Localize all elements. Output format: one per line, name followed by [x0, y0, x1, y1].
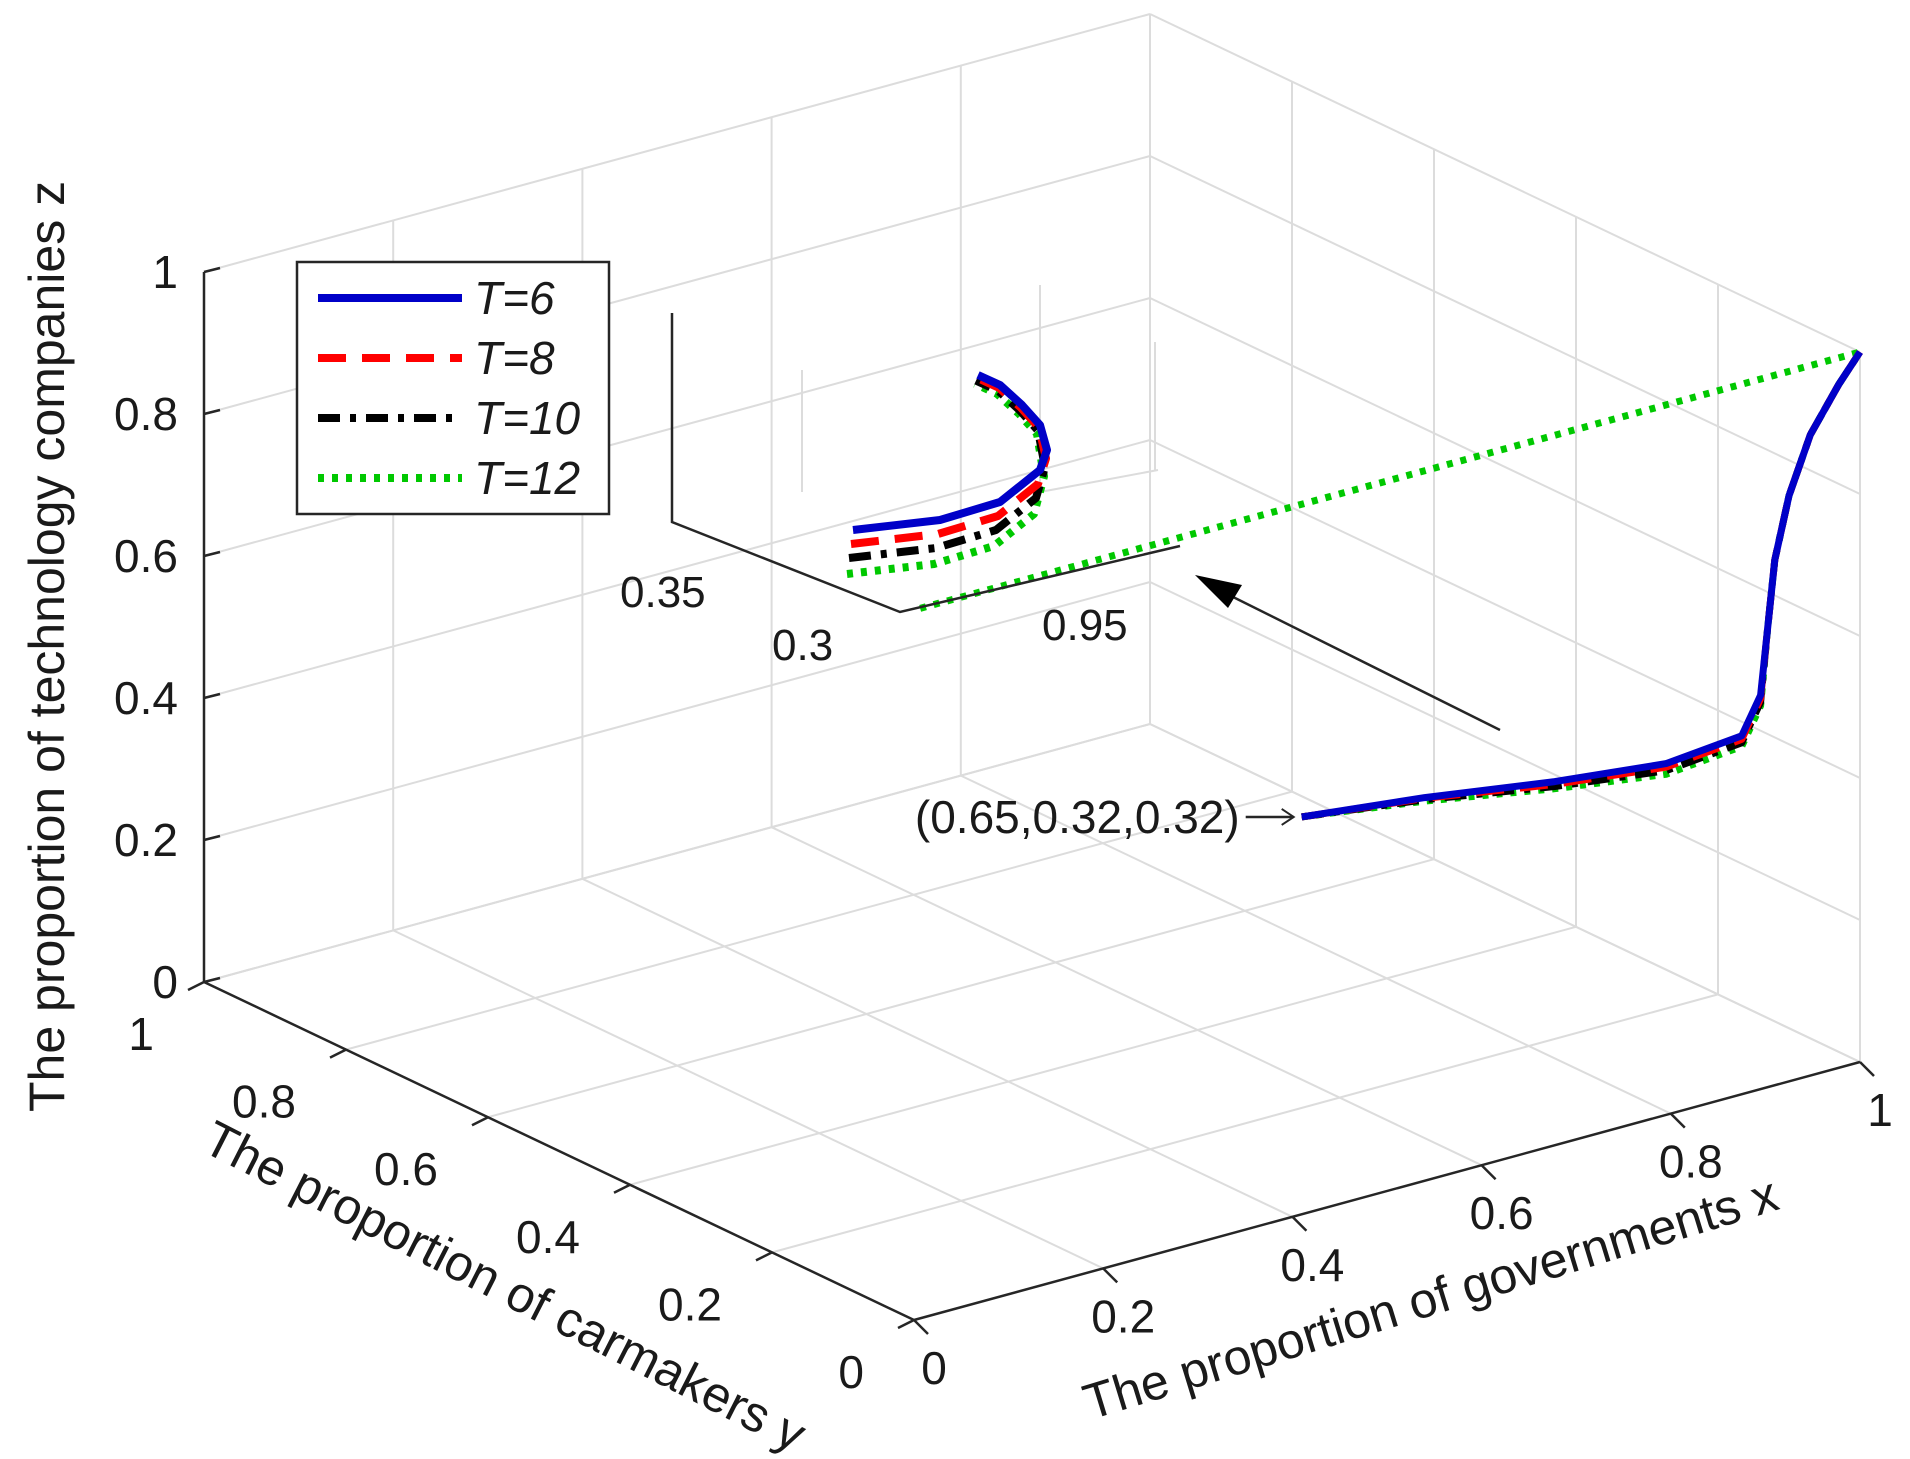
inset-y-tick-0: 0.35 [620, 568, 706, 617]
zoom-arrow-head [1195, 575, 1242, 608]
y-tick-label-5: 1 [128, 1008, 154, 1060]
z-tick-mark-4 [203, 408, 221, 416]
grid-floor-x-1 [392, 929, 1104, 1270]
annotations: (0.65,0.32,0.32) [915, 575, 1501, 843]
x-tick-mark-5 [1859, 1061, 1875, 1077]
x-tick-mark-1 [1102, 1267, 1119, 1284]
inset-series-line-0 [852, 371, 1051, 534]
y-tick-mark-5 [187, 980, 205, 992]
y-tick-label-0: 0 [838, 1346, 864, 1398]
legend-label-2: T=10 [474, 392, 581, 444]
zoom-arrow-line [1214, 586, 1501, 732]
y-tick-mark-1 [755, 1251, 773, 1262]
z-tick-mark-5 [203, 266, 221, 274]
grid-floor-y-3 [487, 858, 1435, 1119]
grid-backy-z-1 [203, 581, 1151, 841]
inset-axes [670, 285, 1181, 614]
legend-box [295, 260, 611, 516]
z-tick-mark-3 [203, 550, 221, 558]
x-tick-label-3: 0.6 [1470, 1187, 1534, 1239]
y-tick-label-3: 0.6 [374, 1143, 438, 1195]
y-tick-mark-2 [613, 1183, 631, 1194]
x-tick-label-2: 0.4 [1280, 1239, 1344, 1291]
legend-label-0: T=6 [474, 272, 555, 324]
y-tick-mark-4 [329, 1048, 347, 1059]
y-tick-label-1: 0.2 [658, 1278, 722, 1330]
inset-y-tick-1: 0.3 [772, 621, 833, 670]
grid-backy-z-5 [203, 13, 1151, 273]
legend-label-3: T=12 [474, 452, 580, 504]
x-axis-label: The proportion of governments x [1077, 1166, 1784, 1431]
inset-x-tick-0: 0.95 [1042, 601, 1128, 650]
legend-label-1: T=8 [474, 332, 555, 384]
grid-backx-z-1 [1149, 581, 1861, 921]
z-tick-mark-2 [203, 692, 221, 700]
series-line-1 [1301, 350, 1863, 821]
grid-backx-z-4 [1149, 155, 1861, 495]
x-tick-mark-3 [1480, 1164, 1497, 1181]
x-tick-label-0: 0 [921, 1342, 947, 1394]
y-axis-line [203, 980, 915, 1322]
series-line-0 [1301, 350, 1863, 821]
grid-backx-z-3 [1149, 297, 1861, 637]
series-line-2 [1301, 350, 1863, 821]
z-tick-label-3: 0.6 [114, 530, 178, 582]
grid-backx-z-5 [1149, 13, 1861, 353]
y-tick-label-2: 0.4 [516, 1211, 580, 1263]
grid-backy-z-2 [203, 439, 1151, 699]
z-tick-label-0: 0 [152, 956, 178, 1008]
grid-backx-z-2 [1149, 439, 1861, 779]
inset-zoom: 0.35 0.3 0.95 [620, 285, 1181, 670]
x-tick-label-1: 0.2 [1091, 1290, 1155, 1342]
grid-floor-x-5 [1149, 723, 1861, 1063]
y-tick-mark-0 [897, 1318, 915, 1330]
series-lines [913, 348, 1864, 821]
inset-series-line-2 [848, 376, 1049, 562]
legend: T=6 T=8 T=10 T=12 [295, 260, 611, 516]
x-tick-mark-4 [1669, 1112, 1686, 1129]
z-tick-label-5: 1 [152, 246, 178, 298]
x-tick-label-5: 1 [1867, 1084, 1893, 1136]
z-tick-mark-0 [203, 976, 221, 984]
grid-floor-x-4 [960, 774, 1672, 1115]
x-tick-mark-0 [913, 1319, 929, 1335]
grid-floor-x-3 [771, 826, 1483, 1167]
x-tick-mark-2 [1291, 1215, 1308, 1232]
y-tick-label-4: 0.8 [232, 1076, 296, 1128]
annotation-arrow-head [1281, 808, 1296, 826]
grid-floor-y-2 [629, 925, 1577, 1186]
inset-series [846, 371, 1051, 578]
grid-floor-y-5 [203, 723, 1151, 983]
axes [187, 266, 1875, 1335]
grid-floor-x-2 [581, 877, 1293, 1218]
tick-labels: 0 0 0 0.2 0.2 0.2 0.4 0.4 0.4 0.6 0.6 0.6 0.8 0.8 0.8 1… [114, 246, 1893, 1398]
z-tick-label-2: 0.4 [114, 672, 178, 724]
annotation-label: (0.65,0.32,0.32) [915, 791, 1240, 843]
x-axis-line [913, 1060, 1861, 1322]
inset-frame [670, 313, 1181, 614]
grid-floor-y-4 [345, 790, 1293, 1051]
grid-floor-y-1 [771, 993, 1719, 1254]
z-axis-label: The proportion of technology companies z [19, 181, 75, 1112]
z-tick-label-4: 0.8 [114, 388, 178, 440]
x-tick-label-4: 0.8 [1659, 1136, 1723, 1188]
z-tick-label-1: 0.2 [114, 814, 178, 866]
z-tick-mark-1 [203, 834, 221, 842]
y-tick-mark-3 [471, 1116, 489, 1127]
grid [203, 13, 1861, 1321]
inset-gridline-a [1039, 285, 1159, 494]
